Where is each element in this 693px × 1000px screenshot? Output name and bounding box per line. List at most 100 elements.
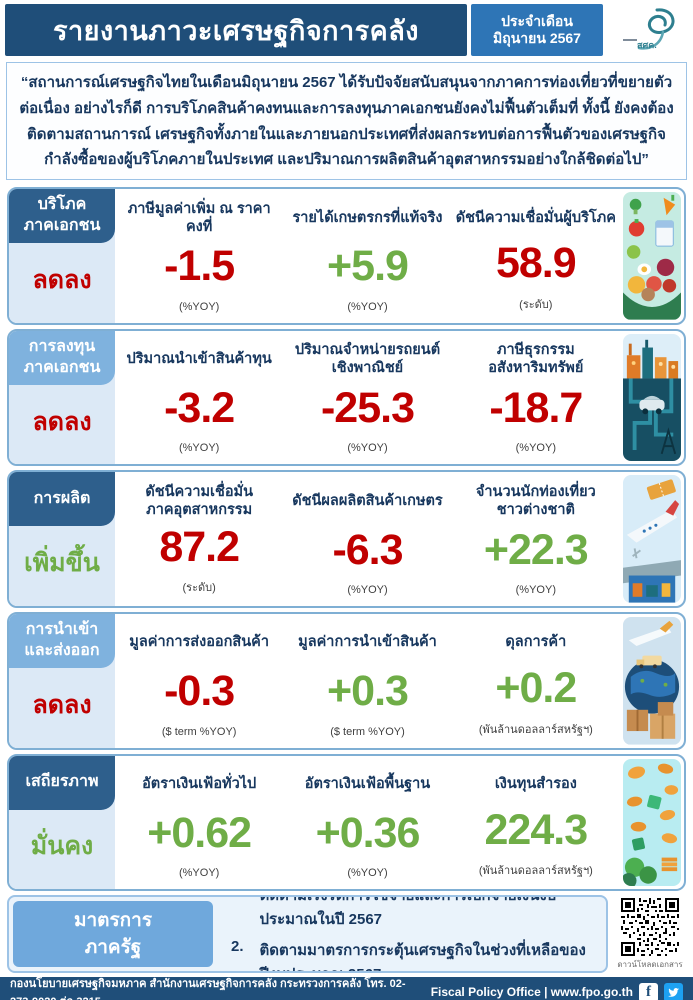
section-private-investment: การลงทุน ภาคเอกชน ลดลง ปริมาณนำเข้าสินค้… xyxy=(7,328,686,467)
metric-unit: (%YOY) xyxy=(178,867,220,880)
metric-industrial-confidence: ดัชนีความเชื่อมั่น ภาคอุตสาหกรรม 87.2 (ร… xyxy=(115,480,283,602)
metric-unit: (พันล้านดอลลาร์สหรัฐฯ) xyxy=(478,865,593,878)
qr-code-icon xyxy=(621,897,679,956)
metrics-production: ดัชนีความเชื่อมั่น ภาคอุตสาหกรรม 87.2 (ร… xyxy=(115,472,620,606)
header-title-band: รายงานภาวะเศรษฐกิจการคลัง xyxy=(5,4,467,56)
metric-foreign-tourists: จำนวนนักท่องเที่ยว ชาวต่างชาติ +22.3 (%Y… xyxy=(452,480,620,602)
metric-title: มูลค่าการส่งออกสินค้า xyxy=(129,634,270,651)
section-label-investment: การลงทุน ภาคเอกชน xyxy=(9,330,115,385)
metrics-consumption: ภาษีมูลค่าเพิ่ม ณ ราคาคงที่ -1.5 (%YOY) … xyxy=(115,189,620,323)
metric-title: จำนวนนักท่องเที่ยว ชาวต่างชาติ xyxy=(475,483,596,518)
industry-illustration xyxy=(623,333,681,462)
metric-value: +5.9 xyxy=(327,242,409,291)
measures-label: มาตรการ ภาครัฐ xyxy=(13,901,213,968)
qr-caption: ดาวน์โหลดเอกสาร xyxy=(617,959,683,969)
metric-value: 87.2 xyxy=(159,522,240,571)
metric-real-estate-tax: ภาษีธุรกรรมอสังหาริมทรัพย์ -18.7 (%YOY) xyxy=(452,339,620,461)
metric-commercial-vehicles: ปริมาณจำหน่ายรถยนต์ เชิงพาณิชย์ -25.3 (%… xyxy=(283,339,451,461)
metric-title: รายได้เกษตรกรที่แท้จริง xyxy=(292,209,443,226)
metric-value: +0.2 xyxy=(495,664,577,713)
measure-item-1: 1. ติดตามเร่งรัดการใช้จ่ายและการเบิกจ่าย… xyxy=(231,895,598,931)
metric-value: 58.9 xyxy=(495,239,577,288)
metric-value: -0.3 xyxy=(164,667,235,716)
metric-unit: (ระดับ) xyxy=(182,581,216,594)
metric-unit: ($ term %YOY) xyxy=(161,725,237,738)
metric-value: +0.3 xyxy=(327,667,409,716)
section-status-production: เพิ่มขึ้น xyxy=(24,549,100,578)
metric-unit: (%YOY) xyxy=(347,583,388,596)
groceries-illustration xyxy=(623,192,681,320)
metric-title: ดัชนีความเชื่อมั่น ภาคอุตสาหกรรม xyxy=(145,483,254,518)
measure-text: ติดตามมาตรการกระตุ้นเศรษฐกิจในช่วงที่เหล… xyxy=(259,941,586,972)
metric-unit: (%YOY) xyxy=(515,583,556,596)
metric-title: ปริมาณจำหน่ายรถยนต์ เชิงพาณิชย์ xyxy=(294,342,441,377)
section-production: การผลิต เพิ่มขึ้น ดัชนีความเชื่อมั่น ภาค… xyxy=(7,470,686,608)
metric-import-value: มูลค่าการนำเข้าสินค้า +0.3 ($ term %YOY) xyxy=(283,622,451,744)
metric-title: ดัชนีผลผลิตสินค้าเกษตร xyxy=(292,492,443,509)
metric-unit: ($ term %YOY) xyxy=(330,725,405,738)
measures-list: 1. ติดตามเร่งรัดการใช้จ่ายและการเบิกจ่าย… xyxy=(217,897,606,971)
measure-number: 2. xyxy=(231,937,244,955)
section-private-consumption: บริโภค ภาคเอกชน ลดลง ภาษีมูลค่าเพิ่ม ณ ร… xyxy=(7,187,686,325)
footer-bar: กองนโยบายเศรษฐกิจมหภาค สำนักงานเศรษฐกิจก… xyxy=(0,977,693,1000)
metric-title: ปริมาณนำเข้าสินค้าทุน xyxy=(126,351,272,368)
metric-title: เงินทุนสำรอง xyxy=(494,776,577,792)
section-left-panel: การลงทุน ภาคเอกชน ลดลง xyxy=(9,330,115,465)
metric-export-value: มูลค่าการส่งออกสินค้า -0.3 ($ term %YOY) xyxy=(115,622,283,744)
measure-item-2: 2. ติดตามมาตรการกระตุ้นเศรษฐกิจในช่วงที่… xyxy=(231,937,598,972)
period-badge: ประจำเดือน มิถุนายน 2567 xyxy=(471,4,603,56)
section-status-stability: มั่นคง xyxy=(30,832,94,861)
metric-farm-income: รายได้เกษตรกรที่แท้จริง +5.9 (%YOY) xyxy=(283,197,451,319)
metric-core-inflation: อัตราเงินเฟ้อพื้นฐาน +0.36 (%YOY) xyxy=(283,764,451,886)
metric-value: 224.3 xyxy=(484,805,589,854)
twitter-icon[interactable] xyxy=(664,982,683,1000)
metric-title: มูลค่าการนำเข้าสินค้า xyxy=(298,634,437,651)
metric-title: ดัชนีความเชื่อมั่นผู้บริโภค xyxy=(455,209,616,226)
metric-value: +0.36 xyxy=(315,808,421,857)
section-label-production: การผลิต xyxy=(9,472,115,527)
section-left-panel: การนำเข้า และส่งออก ลดลง xyxy=(9,613,115,748)
measure-text: ติดตามเร่งรัดการใช้จ่ายและการเบิกจ่ายเงิ… xyxy=(259,895,557,928)
period-month: มิถุนายน 2567 xyxy=(493,30,581,46)
footer-right: Fiscal Policy Office | www.fpo.go.th f xyxy=(430,982,683,1000)
metric-value: +22.3 xyxy=(483,525,589,574)
metric-unit: (%YOY) xyxy=(347,300,388,313)
metric-value: -1.5 xyxy=(164,242,235,291)
section-label-stability: เสถียรภาพ xyxy=(9,755,115,810)
metrics-investment: ปริมาณนำเข้าสินค้าทุน -3.2 (%YOY) ปริมาณ… xyxy=(115,331,620,465)
section-left-panel: บริโภค ภาคเอกชน ลดลง xyxy=(9,189,115,323)
metric-agri-production-index: ดัชนีผลผลิตสินค้าเกษตร -6.3 (%YOY) xyxy=(283,480,451,602)
footer-office-link: Fiscal Policy Office | www.fpo.go.th xyxy=(430,985,633,1000)
metric-unit: (ระดับ) xyxy=(519,298,553,311)
metric-value: -25.3 xyxy=(320,384,415,433)
metric-title: ภาษีมูลค่าเพิ่ม ณ ราคาคงที่ xyxy=(127,200,271,235)
indicator-cards: บริโภค ภาคเอกชน ลดลง ภาษีมูลค่าเพิ่ม ณ ร… xyxy=(0,183,693,893)
section-trade: การนำเข้า และส่งออก ลดลง มูลค่าการส่งออก… xyxy=(7,611,686,750)
government-measures-row: มาตรการ ภาครัฐ 1. ติดตามเร่งรัดการใช้จ่า… xyxy=(0,893,693,977)
section-status-trade: ลดลง xyxy=(32,690,92,719)
money-illustration xyxy=(623,758,681,887)
period-label: ประจำเดือน xyxy=(501,12,573,29)
metric-value: +0.62 xyxy=(147,808,252,857)
metrics-stability: อัตราเงินเฟ้อทั่วไป +0.62 (%YOY) อัตราเง… xyxy=(115,756,620,890)
section-status-consumption: ลดลง xyxy=(32,265,92,294)
section-left-panel: การผลิต เพิ่มขึ้น xyxy=(9,472,115,606)
summary-quote-text: “สถานการณ์เศรษฐกิจไทยในเดือนมิถุนายน 256… xyxy=(19,74,674,169)
svg-text:สศค.: สศค. xyxy=(637,40,657,50)
summary-quote-box: “สถานการณ์เศรษฐกิจไทยในเดือนมิถุนายน 256… xyxy=(6,62,687,181)
report-title: รายงานภาวะเศรษฐกิจการคลัง xyxy=(53,15,419,46)
measure-number: 1. xyxy=(231,897,244,931)
metric-unit: (%YOY) xyxy=(347,867,388,880)
government-measures-card: มาตรการ ภาครัฐ 1. ติดตามเร่งรัดการใช้จ่า… xyxy=(7,895,608,974)
metric-unit: (%YOY) xyxy=(347,442,388,455)
metric-value: -18.7 xyxy=(489,384,583,433)
metric-title: อัตราเงินเฟ้อพื้นฐาน xyxy=(304,776,431,792)
metric-unit: (%YOY) xyxy=(515,442,556,455)
metric-unit: (พันล้านดอลลาร์สหรัฐฯ) xyxy=(478,723,593,736)
section-left-panel: เสถียรภาพ มั่นคง xyxy=(9,755,115,890)
facebook-icon[interactable]: f xyxy=(639,982,658,1000)
metric-value: -3.2 xyxy=(164,384,235,433)
footer-contact-text: กองนโยบายเศรษฐกิจมหภาค สำนักงานเศรษฐกิจก… xyxy=(10,978,406,1000)
metric-value: -6.3 xyxy=(332,525,403,574)
